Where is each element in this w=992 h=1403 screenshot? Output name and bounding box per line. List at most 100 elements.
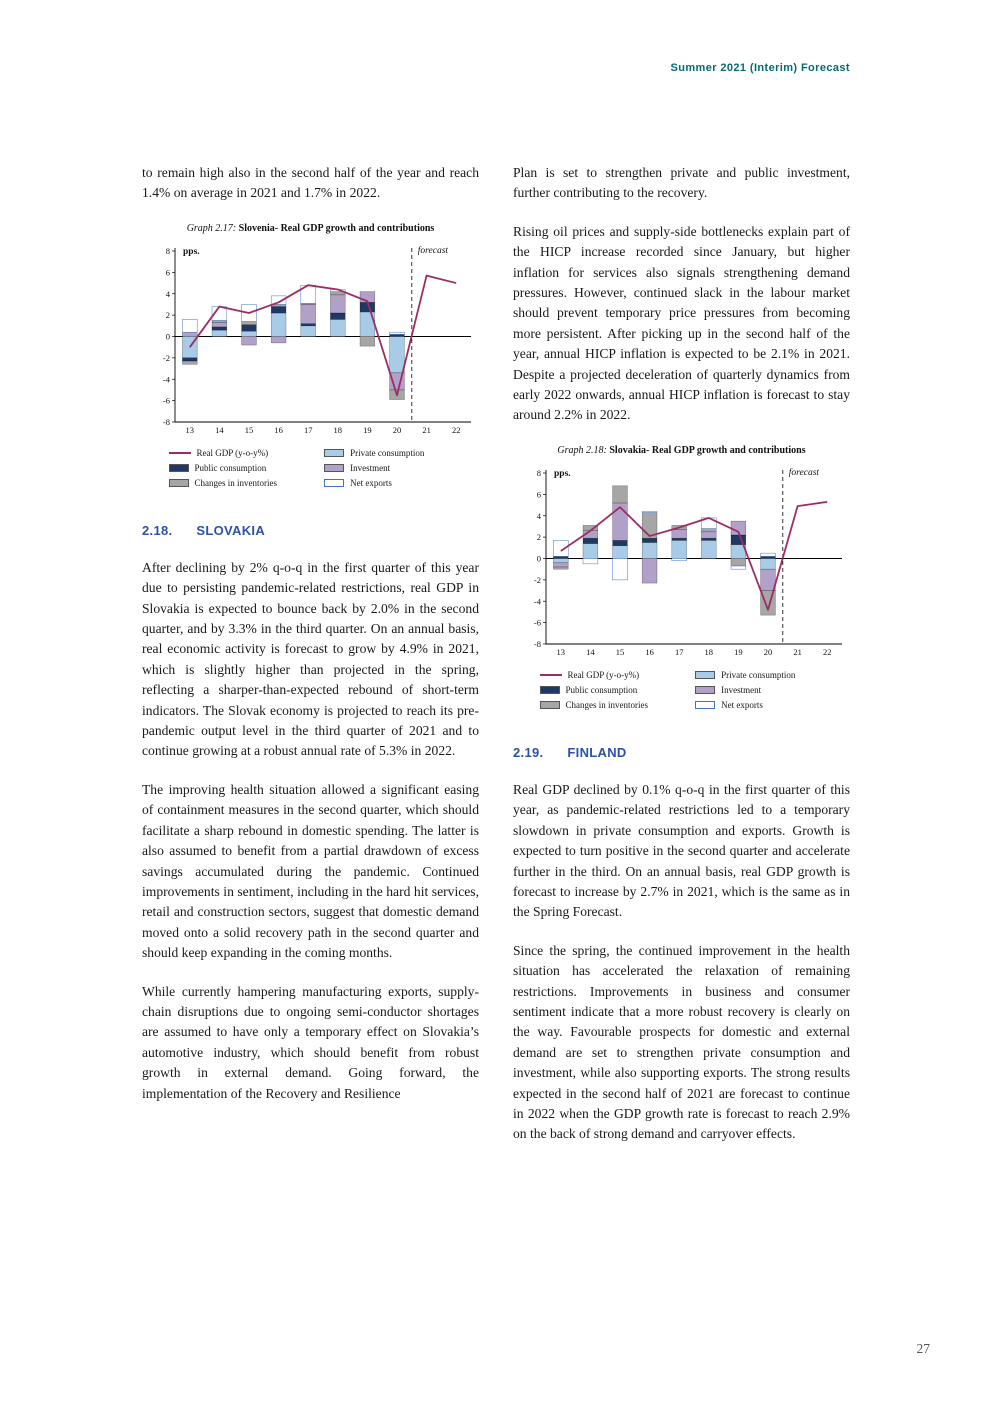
svg-text:17: 17 xyxy=(303,425,312,435)
legend-label: Changes in inventories xyxy=(194,477,278,488)
box-swatch-icon xyxy=(324,464,345,473)
legend-item: Real GDP (y-o-y%) xyxy=(539,669,694,681)
chart-caption-number: Graph 2.17: xyxy=(186,222,237,234)
svg-text:forecast: forecast xyxy=(788,467,819,478)
box-swatch-icon xyxy=(324,479,345,488)
svg-text:8: 8 xyxy=(165,246,169,256)
svg-text:4: 4 xyxy=(165,289,170,299)
legend-item: Changes in inventories xyxy=(168,477,323,489)
line-swatch-icon xyxy=(539,674,562,677)
carryover-paragraph: Plan is set to strengthen private and pu… xyxy=(513,165,850,201)
box-swatch-icon xyxy=(539,686,560,695)
svg-text:20: 20 xyxy=(392,425,401,435)
legend-label: Investment xyxy=(721,684,762,695)
legend-item: Changes in inventories xyxy=(539,699,694,711)
legend-label: Real GDP (y-o-y%) xyxy=(567,669,640,680)
chart-caption: Graph 2.17: Slovenia- Real GDP growth an… xyxy=(149,222,473,235)
legend-item: Public consumption xyxy=(168,462,323,474)
svg-text:-4: -4 xyxy=(533,596,541,606)
svg-text:14: 14 xyxy=(586,647,595,657)
legend-item: Private consumption xyxy=(324,448,470,459)
paragraph: After declining by 2% q-o-q in the first… xyxy=(142,559,479,759)
svg-text:13: 13 xyxy=(556,647,565,657)
legend-label: Public consumption xyxy=(565,684,638,695)
legend-item: Investment xyxy=(695,685,841,696)
page-number: 27 xyxy=(916,1341,931,1356)
chart-caption-number: Graph 2.18: xyxy=(557,444,607,456)
paragraph: Real GDP declined by 0.1% q-o-q in the f… xyxy=(513,781,850,920)
section-heading-finland: 2.19. FINLAND xyxy=(513,745,850,760)
box-swatch-icon xyxy=(539,701,560,710)
svg-text:22: 22 xyxy=(451,425,460,435)
section-title: FINLAND xyxy=(567,744,627,760)
svg-text:2: 2 xyxy=(165,310,169,320)
svg-text:15: 15 xyxy=(615,647,624,657)
box-swatch-icon xyxy=(324,449,345,458)
svg-text:4: 4 xyxy=(536,511,541,521)
section-title: SLOVAKIA xyxy=(196,522,266,538)
box-swatch-icon xyxy=(695,686,716,695)
carryover-paragraph: to remain high also in the second half o… xyxy=(142,165,479,201)
svg-text:2: 2 xyxy=(536,532,540,542)
gdp-contributions-chart-slovakia: -8 -6 -4 -2 0 2 4 6 8 13 14 15 16 17 18 19 20 21 22 pps. for… xyxy=(533,467,842,657)
paragraph: Since the spring, the continued improvem… xyxy=(513,942,850,1142)
legend-label: Private consumption xyxy=(721,669,796,680)
svg-text:19: 19 xyxy=(734,647,743,657)
legend-item: Real GDP (y-o-y%) xyxy=(168,447,323,459)
svg-text:6: 6 xyxy=(536,489,540,499)
left-column: to remain high also in the second half o… xyxy=(142,163,479,1163)
legend-item: Net exports xyxy=(324,478,470,489)
chart-legend: Real GDP (y-o-y%) Private consumption Publ… xyxy=(149,444,473,489)
box-swatch-icon xyxy=(695,671,716,680)
legend-item: Investment xyxy=(324,463,470,474)
legend-item: Public consumption xyxy=(539,684,694,696)
svg-text:-2: -2 xyxy=(162,353,169,363)
legend-item: Private consumption xyxy=(695,670,841,681)
svg-text:-8: -8 xyxy=(162,417,169,427)
legend-label: Changes in inventories xyxy=(565,699,649,710)
svg-text:0: 0 xyxy=(536,553,540,563)
graph-2-17-slovenia: Graph 2.17: Slovenia- Real GDP growth an… xyxy=(149,222,473,489)
paragraph: The improving health situation allowed a… xyxy=(142,781,479,961)
svg-text:-6: -6 xyxy=(162,395,169,405)
legend-item: Net exports xyxy=(695,700,841,711)
svg-text:16: 16 xyxy=(645,647,654,657)
paragraph: Rising oil prices and supply-side bottle… xyxy=(513,223,850,423)
svg-text:16: 16 xyxy=(274,425,283,435)
svg-text:pps.: pps. xyxy=(183,247,200,257)
chart-caption: Graph 2.18: Slovakia- Real GDP growth an… xyxy=(520,444,844,457)
svg-text:13: 13 xyxy=(185,425,194,435)
graph-2-18-slovakia: Graph 2.18: Slovakia- Real GDP growth an… xyxy=(520,444,844,711)
svg-text:18: 18 xyxy=(704,647,713,657)
svg-text:-6: -6 xyxy=(533,618,540,628)
box-swatch-icon xyxy=(695,701,716,710)
box-swatch-icon xyxy=(168,464,189,473)
page-header: Summer 2021 (Interim) Forecast xyxy=(670,62,850,74)
svg-text:6: 6 xyxy=(165,267,169,277)
svg-text:19: 19 xyxy=(363,425,372,435)
right-column: Plan is set to strengthen private and pu… xyxy=(513,163,850,1163)
svg-text:-4: -4 xyxy=(162,374,170,384)
legend-label: Private consumption xyxy=(350,447,425,458)
legend-label: Public consumption xyxy=(194,462,267,473)
svg-text:20: 20 xyxy=(763,647,772,657)
chart-caption-title: Slovenia- Real GDP growth and contributi… xyxy=(238,222,435,234)
section-number: 2.18. xyxy=(142,522,173,538)
section-number: 2.19. xyxy=(513,744,544,760)
section-heading-slovakia: 2.18. SLOVAKIA xyxy=(142,523,479,538)
svg-text:14: 14 xyxy=(215,425,224,435)
legend-label: Real GDP (y-o-y%) xyxy=(196,447,269,458)
legend-label: Investment xyxy=(350,462,391,473)
svg-text:-2: -2 xyxy=(533,575,540,585)
svg-text:21: 21 xyxy=(422,425,431,435)
svg-text:17: 17 xyxy=(674,647,683,657)
line-swatch-icon xyxy=(168,452,191,455)
box-swatch-icon xyxy=(168,479,189,488)
chart-caption-title: Slovakia- Real GDP growth and contributi… xyxy=(609,444,806,456)
chart-legend: Real GDP (y-o-y%) Private consumption Publ… xyxy=(520,666,844,711)
svg-text:8: 8 xyxy=(536,468,540,478)
svg-text:15: 15 xyxy=(244,425,253,435)
svg-text:pps.: pps. xyxy=(554,469,571,479)
svg-text:21: 21 xyxy=(793,647,802,657)
